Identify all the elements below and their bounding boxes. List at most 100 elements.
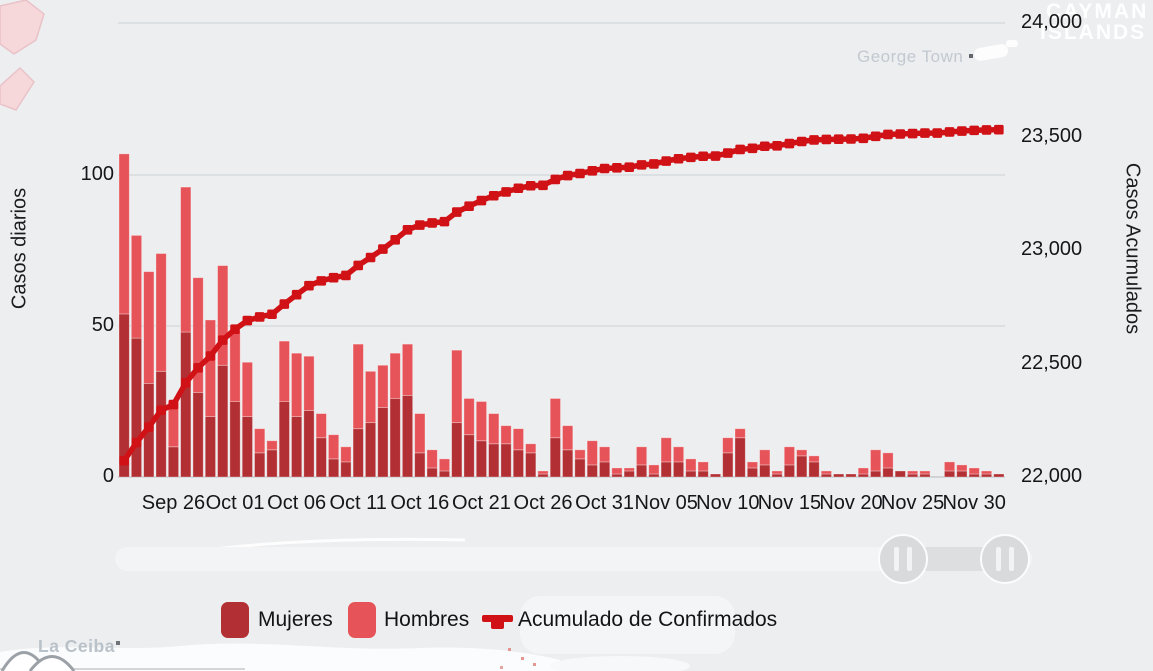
cumulative-line-marker[interactable] (550, 174, 561, 185)
daily-bar-mujeres[interactable] (771, 473, 783, 478)
daily-bar-hombres[interactable] (352, 343, 364, 430)
cumulative-line-marker[interactable] (907, 128, 918, 139)
daily-bar-mujeres[interactable] (845, 473, 857, 478)
daily-bar-hombres[interactable] (254, 428, 266, 454)
cumulative-line-marker[interactable] (538, 180, 548, 191)
cumulative-line-marker[interactable] (365, 252, 376, 263)
daily-bar-mujeres[interactable] (303, 410, 315, 478)
daily-bar-mujeres[interactable] (894, 470, 906, 478)
cumulative-line-marker[interactable] (649, 159, 659, 169)
daily-bar-mujeres[interactable] (796, 455, 808, 478)
daily-bar-hombres[interactable] (734, 428, 746, 439)
cumulative-line-marker[interactable] (994, 124, 1004, 135)
daily-bar-mujeres[interactable] (401, 395, 414, 478)
cumulative-line-marker[interactable] (513, 183, 524, 194)
cumulative-line-marker[interactable] (784, 138, 795, 149)
daily-bar-mujeres[interactable] (907, 473, 919, 478)
legend-label-acumulado[interactable]: Acumulado de Confirmados (518, 608, 778, 631)
cumulative-line-marker[interactable] (833, 134, 844, 145)
daily-bar-hombres[interactable] (968, 467, 980, 475)
cumulative-line-marker[interactable] (156, 405, 166, 416)
daily-bar-mujeres[interactable] (475, 440, 487, 478)
timeline-slider-right-handle[interactable] (980, 534, 1030, 584)
cumulative-line-marker[interactable] (378, 244, 388, 254)
cumulative-line-marker[interactable] (242, 315, 253, 326)
daily-bar-hombres[interactable] (944, 461, 956, 472)
daily-bar-hombres[interactable] (599, 446, 611, 463)
daily-bar-hombres[interactable] (389, 352, 401, 399)
cumulative-line-marker[interactable] (488, 190, 499, 201)
daily-bar-hombres[interactable] (180, 186, 192, 333)
cumulative-line-marker[interactable] (772, 141, 782, 151)
daily-bar-mujeres[interactable] (167, 446, 179, 478)
daily-bar-mujeres[interactable] (968, 473, 980, 478)
daily-bar-mujeres[interactable] (599, 461, 611, 478)
daily-bar-mujeres[interactable] (919, 473, 931, 478)
daily-bar-hombres[interactable] (426, 449, 438, 469)
cumulative-line-marker[interactable] (883, 129, 893, 140)
cumulative-line-marker[interactable] (193, 363, 203, 373)
cumulative-line-marker[interactable] (796, 136, 807, 147)
legend-swatch-mujeres[interactable] (221, 602, 249, 638)
cumulative-line-marker[interactable] (858, 133, 869, 144)
daily-bar-hombres[interactable] (586, 440, 598, 466)
cumulative-line-marker[interactable] (562, 170, 573, 181)
cumulative-line-marker[interactable] (476, 195, 487, 206)
daily-bar-mujeres[interactable] (734, 437, 746, 478)
daily-bar-mujeres[interactable] (266, 449, 278, 478)
cumulative-line-marker[interactable] (957, 126, 967, 136)
daily-bar-mujeres[interactable] (722, 452, 734, 478)
daily-bar-hombres[interactable] (648, 464, 660, 475)
daily-bar-mujeres[interactable] (549, 437, 561, 478)
cumulative-line-marker[interactable] (846, 134, 856, 144)
daily-bar-mujeres[interactable] (980, 473, 993, 478)
daily-bar-hombres[interactable] (266, 440, 278, 451)
daily-bar-hombres[interactable] (463, 398, 475, 436)
daily-bar-hombres[interactable] (414, 413, 426, 454)
daily-bar-hombres[interactable] (956, 464, 968, 472)
daily-bar-hombres[interactable] (537, 470, 549, 475)
daily-bar-mujeres[interactable] (783, 464, 795, 478)
daily-bar-mujeres[interactable] (352, 428, 364, 478)
cumulative-line-marker[interactable] (217, 335, 228, 345)
daily-bar-mujeres[interactable] (155, 370, 167, 478)
daily-bar-hombres[interactable] (229, 331, 241, 402)
daily-bar-mujeres[interactable] (463, 434, 475, 478)
daily-bar-mujeres[interactable] (315, 437, 327, 478)
cumulative-line-marker[interactable] (267, 309, 277, 320)
daily-bar-mujeres[interactable] (180, 331, 192, 478)
daily-bar-mujeres[interactable] (586, 464, 598, 478)
daily-bar-hombres[interactable] (192, 277, 204, 393)
cumulative-line-marker[interactable] (304, 280, 314, 291)
daily-bar-hombres[interactable] (315, 413, 327, 439)
cumulative-line-marker[interactable] (205, 351, 216, 361)
daily-bar-hombres[interactable] (512, 428, 524, 451)
daily-bar-hombres[interactable] (722, 437, 734, 454)
daily-bar-mujeres[interactable] (291, 416, 303, 478)
daily-bar-hombres[interactable] (562, 425, 574, 451)
daily-bar-hombres[interactable] (278, 340, 290, 402)
daily-bar-mujeres[interactable] (278, 401, 290, 478)
cumulative-line-marker[interactable] (439, 216, 450, 227)
daily-bar-mujeres[interactable] (685, 470, 697, 478)
daily-bar-mujeres[interactable] (229, 401, 241, 478)
cumulative-line-marker[interactable] (180, 377, 191, 388)
daily-bar-hombres[interactable] (857, 467, 869, 475)
daily-bar-hombres[interactable] (525, 443, 537, 454)
daily-bar-mujeres[interactable] (377, 407, 389, 478)
daily-bar-hombres[interactable] (796, 449, 808, 457)
daily-bar-hombres[interactable] (475, 401, 487, 442)
cumulative-line-marker[interactable] (143, 422, 154, 432)
cumulative-line-marker[interactable] (710, 151, 721, 161)
daily-bar-mujeres[interactable] (944, 470, 956, 478)
cumulative-line-marker[interactable] (636, 160, 647, 170)
legend-label-hombres[interactable]: Hombres (384, 608, 470, 631)
cumulative-line-marker[interactable] (427, 218, 437, 228)
timeline-slider-left-handle[interactable] (878, 534, 928, 584)
daily-bar-mujeres[interactable] (192, 392, 204, 478)
daily-bar-hombres[interactable] (746, 461, 759, 469)
daily-bar-mujeres[interactable] (537, 473, 549, 478)
daily-bar-mujeres[interactable] (870, 470, 882, 478)
daily-bar-mujeres[interactable] (414, 452, 426, 478)
